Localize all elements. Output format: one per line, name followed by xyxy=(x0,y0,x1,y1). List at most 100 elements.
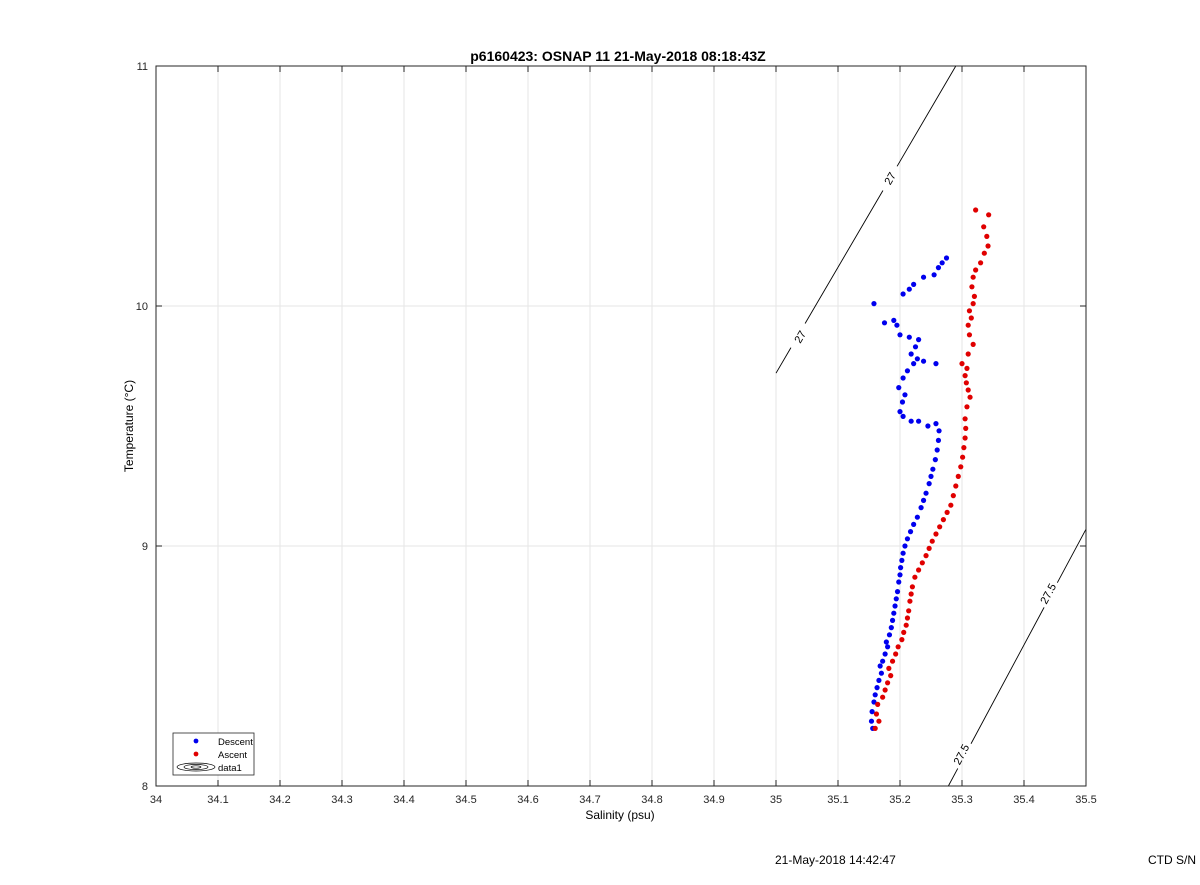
data-point-ascent xyxy=(963,425,969,431)
data-point-ascent xyxy=(948,502,954,508)
data-point-ascent xyxy=(899,637,905,643)
data-point-descent xyxy=(902,392,908,398)
data-point-ascent xyxy=(960,454,966,460)
chart-title: p6160423: OSNAP 11 21-May-2018 08:18:43Z xyxy=(470,48,766,64)
x-tick-label: 34 xyxy=(150,794,162,806)
contour-label: 27 xyxy=(882,170,899,187)
x-tick-label: 35.1 xyxy=(827,794,848,806)
data-point-descent xyxy=(878,670,885,676)
data-point-descent xyxy=(914,356,920,362)
data-point-ascent xyxy=(926,545,932,552)
data-point-descent xyxy=(932,457,938,463)
legend-box xyxy=(172,732,255,776)
data-point-ascent xyxy=(937,524,943,530)
data-point-ascent xyxy=(929,538,935,544)
data-point-descent xyxy=(923,490,929,496)
data-point-descent xyxy=(882,651,888,657)
data-point-descent xyxy=(881,320,888,326)
data-point-ascent xyxy=(978,260,984,266)
data-point-descent xyxy=(900,413,906,419)
data-point-descent xyxy=(933,361,939,367)
data-point-ascent xyxy=(875,701,881,708)
x-tick-label: 35.2 xyxy=(889,794,910,806)
x-tick-label: 34.8 xyxy=(641,794,662,806)
data-point-descent xyxy=(883,639,889,645)
data-point-descent xyxy=(916,418,922,424)
y-tick-label: 8 xyxy=(142,781,148,793)
x-tick-label: 34.7 xyxy=(579,794,600,806)
data-point-ascent xyxy=(962,373,968,379)
data-point-descent xyxy=(908,351,914,357)
data-point-ascent xyxy=(959,361,965,367)
data-point-descent xyxy=(877,663,883,669)
data-point-descent xyxy=(906,334,912,340)
x-tick-label: 34.5 xyxy=(455,794,476,806)
data-point-ascent xyxy=(885,680,891,686)
data-point-ascent xyxy=(940,517,947,523)
legend[interactable]: Descent Ascent data1 xyxy=(172,732,255,776)
x-tick-label: 35.4 xyxy=(1013,794,1034,806)
data-point-ascent xyxy=(955,473,961,479)
data-point-descent xyxy=(935,437,942,443)
data-point-ascent xyxy=(973,267,979,273)
data-point-ascent xyxy=(950,493,956,499)
y-tick-label: 10 xyxy=(136,301,148,313)
data-point-ascent xyxy=(882,687,888,693)
x-tick-label: 34.6 xyxy=(517,794,538,806)
data-point-descent xyxy=(904,536,911,542)
data-point-ascent xyxy=(923,553,929,559)
data-point-descent xyxy=(891,610,897,616)
data-point-descent xyxy=(916,337,922,343)
data-point-ascent xyxy=(963,380,969,386)
data-point-descent xyxy=(926,481,932,487)
data-point-ascent xyxy=(903,622,909,628)
data-point-descent xyxy=(876,677,882,684)
data-point-ascent xyxy=(973,207,979,213)
data-point-ascent xyxy=(876,718,882,724)
data-point-descent xyxy=(911,281,917,287)
contour-line xyxy=(970,607,1045,744)
data-point-descent xyxy=(872,692,878,698)
data-point-ascent xyxy=(966,308,973,314)
data-point-ascent xyxy=(944,509,950,515)
data-point-ascent xyxy=(970,341,976,347)
data-point-descent xyxy=(934,447,940,453)
data-point-descent xyxy=(931,272,937,278)
data-point-descent xyxy=(920,274,927,280)
data-point-descent xyxy=(885,644,891,650)
data-point-descent xyxy=(886,632,893,638)
data-point-ascent xyxy=(961,445,967,451)
data-point-ascent xyxy=(965,351,971,357)
series-ascent xyxy=(872,207,992,732)
x-tick-label: 35.3 xyxy=(951,794,972,806)
data-point-descent xyxy=(912,344,919,350)
data-point-ascent xyxy=(909,584,916,590)
x-axis-label: Salinity (psu) xyxy=(585,808,654,822)
data-point-ascent xyxy=(886,665,892,672)
data-point-ascent xyxy=(906,608,912,614)
contour-line xyxy=(775,347,792,374)
x-tick-label: 34.9 xyxy=(703,794,724,806)
series-descent xyxy=(868,255,950,732)
data-point-descent xyxy=(874,685,880,691)
data-point-descent xyxy=(894,589,901,595)
contour-line xyxy=(947,768,959,787)
data-point-descent xyxy=(928,473,934,479)
x-tick-label: 34.2 xyxy=(269,794,290,806)
data-point-descent xyxy=(904,368,911,374)
data-point-ascent xyxy=(968,315,974,321)
data-point-descent xyxy=(900,291,906,297)
footer-timestamp: 21-May-2018 14:42:47 xyxy=(775,853,896,867)
data-point-ascent xyxy=(970,274,976,280)
data-point-descent xyxy=(896,385,902,391)
data-point-ascent xyxy=(981,224,987,230)
data-point-ascent xyxy=(971,293,978,299)
legend-descent-label: Descent xyxy=(218,737,253,748)
data-point-descent xyxy=(933,421,939,427)
data-point-ascent xyxy=(889,658,896,664)
y-tick-label: 9 xyxy=(142,541,148,553)
data-point-descent xyxy=(868,718,875,724)
data-point-ascent xyxy=(964,404,970,410)
